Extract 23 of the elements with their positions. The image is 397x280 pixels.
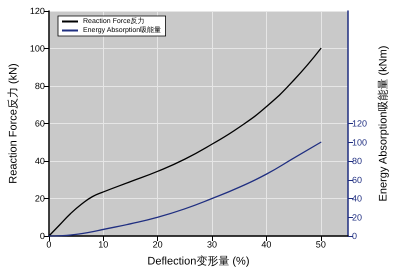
y2-tick-label: 120 [352, 118, 368, 128]
y2-tick-label: 40 [352, 194, 362, 204]
y-tick-label: 120 [30, 6, 45, 16]
y-tick-label: 80 [34, 81, 45, 91]
y2-tick-label: 80 [352, 156, 362, 166]
y2-tick-label: 20 [352, 212, 362, 222]
y2-tick-label: 60 [352, 174, 362, 185]
x-tick-label: 10 [98, 240, 108, 250]
x-tick-label: 50 [316, 240, 326, 250]
y-axis-title: Reaction Force反力 (kN) [6, 63, 20, 184]
y-tick-label: 0 [40, 231, 45, 241]
y2-tick-label: 100 [352, 137, 368, 148]
x-tick-label: 30 [207, 240, 218, 250]
x-tick-label: 20 [152, 240, 163, 250]
x-axis-title: Deflection变形量 (%) [147, 254, 250, 268]
y-tick-label: 60 [34, 118, 45, 128]
line-series [48, 142, 322, 237]
y-tick-label: 100 [30, 44, 45, 54]
y-tick-label: 40 [34, 156, 45, 166]
x-tick-label: 0 [46, 240, 52, 250]
y-tick-label: 20 [34, 194, 45, 204]
x-tick-label: 40 [261, 240, 272, 250]
y2-axis-title: Energy Absorption吸能量 (kNm) [376, 46, 390, 202]
